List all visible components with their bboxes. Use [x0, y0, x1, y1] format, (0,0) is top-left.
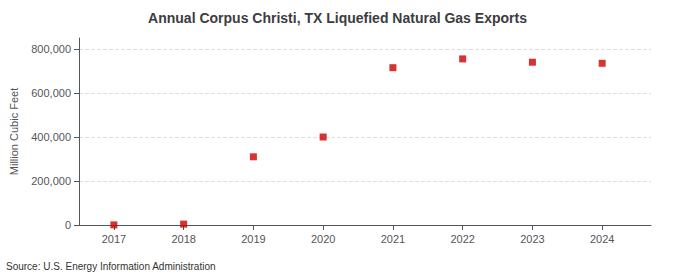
- svg-text:2019: 2019: [241, 233, 265, 245]
- svg-text:Annual Corpus Christi, TX Liqu: Annual Corpus Christi, TX Liquefied Natu…: [148, 10, 527, 26]
- svg-text:200,000: 200,000: [31, 175, 71, 187]
- svg-text:600,000: 600,000: [31, 87, 71, 99]
- svg-text:2017: 2017: [102, 233, 126, 245]
- svg-text:Million Cubic Feet: Million Cubic Feet: [8, 88, 20, 175]
- svg-text:2023: 2023: [520, 233, 544, 245]
- svg-text:Source: U.S. Energy Informatio: Source: U.S. Energy Information Administ…: [6, 261, 216, 272]
- svg-text:2024: 2024: [590, 233, 614, 245]
- svg-text:0: 0: [65, 219, 71, 231]
- svg-text:2022: 2022: [450, 233, 474, 245]
- svg-text:800,000: 800,000: [31, 43, 71, 55]
- svg-text:2018: 2018: [171, 233, 195, 245]
- svg-text:2020: 2020: [311, 233, 335, 245]
- svg-text:400,000: 400,000: [31, 131, 71, 143]
- svg-text:2021: 2021: [381, 233, 405, 245]
